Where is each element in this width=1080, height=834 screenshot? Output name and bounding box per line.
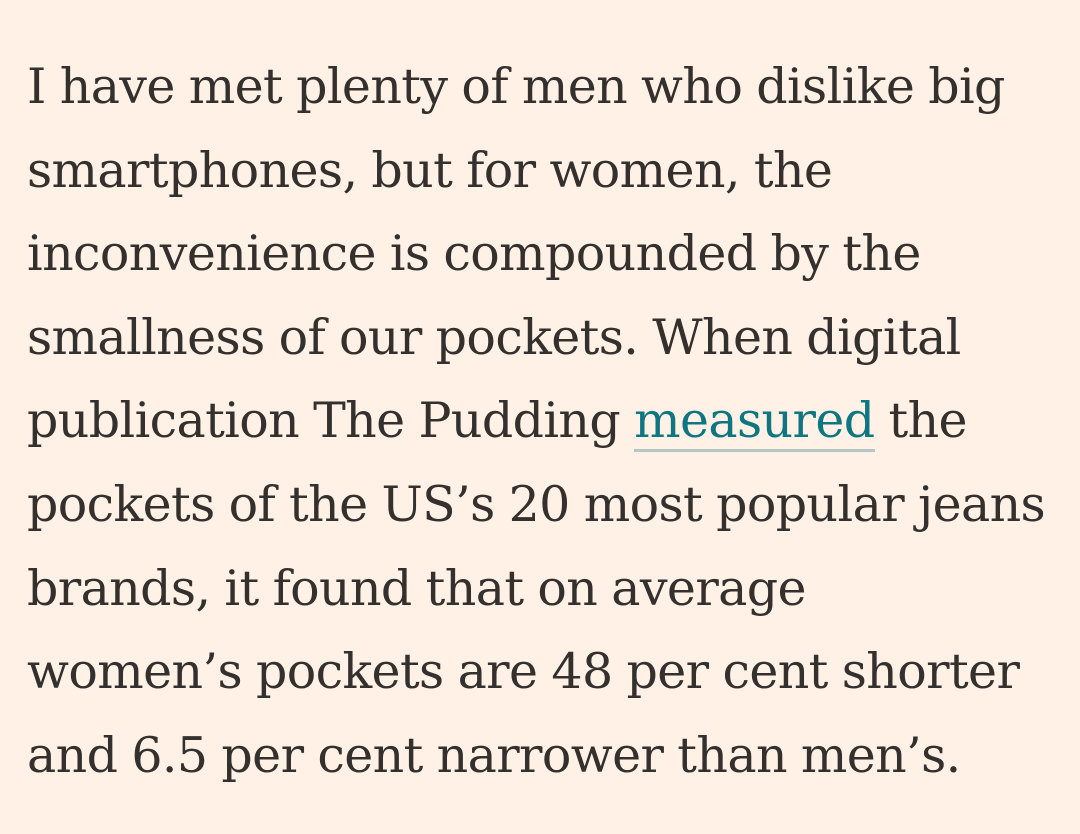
paragraph-line-5: publication The Pudding measured the [27, 379, 1067, 463]
paragraph-line-9: and 6.5 per cent narrower than men’s. [27, 726, 961, 784]
paragraph-line-1: I have met plenty of men who dislike big [27, 58, 1005, 115]
paragraph-line-5-before-link: publication The Pudding [27, 392, 635, 450]
paragraph-line-4: smallness of our pockets. When digital [27, 308, 961, 366]
paragraph-line-5-after-link: the [874, 392, 967, 450]
paragraph-line-7: brands, it found that on average [27, 559, 807, 617]
paragraph-line-3: inconvenience is compounded by the [27, 225, 921, 283]
paragraph-line-8: women’s pockets are 48 per cent shorter [27, 643, 1020, 701]
measured-link[interactable]: measured [634, 392, 875, 453]
article-paragraph: I have met plenty of men who dislike big… [27, 45, 1067, 797]
paragraph-line-2: smartphones, but for women, the [27, 141, 833, 199]
paragraph-line-6: pockets of the US’s 20 most popular jean… [27, 475, 1046, 533]
article-body: I have met plenty of men who dislike big… [27, 45, 1067, 797]
